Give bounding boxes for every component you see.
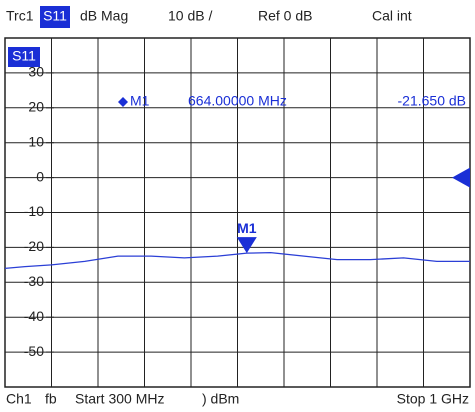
y-tick-label: 30 <box>28 64 44 80</box>
y-tick-label: -10 <box>24 203 44 219</box>
marker-label: M1 <box>237 220 257 236</box>
trace-label-box <box>8 47 40 67</box>
ref: Ref 0 dB <box>258 8 312 24</box>
y-tick-label: -50 <box>24 343 44 359</box>
mode: fb <box>45 391 57 407</box>
param: S11 <box>43 8 67 24</box>
format: dB Mag <box>80 8 128 24</box>
channel: Ch1 <box>6 391 32 407</box>
cal: Cal int <box>372 8 412 24</box>
marker-legend-name: M1 <box>130 93 150 109</box>
y-tick-label: -30 <box>24 273 44 289</box>
marker-legend-y: -21.650 dB <box>398 93 467 109</box>
y-tick-label: -20 <box>24 238 44 254</box>
y-tick-label: 0 <box>36 168 44 184</box>
marker-triangle <box>236 237 257 254</box>
marker-legend-x: 664.00000 MHz <box>188 93 287 109</box>
y-tick-label: 10 <box>28 133 44 149</box>
stop: Stop 1 GHz <box>397 391 469 407</box>
trace-label: S11 <box>12 48 36 64</box>
start: Start 300 MHz <box>75 391 164 407</box>
trace-name: Trc1 <box>6 8 34 24</box>
y-tick-label: 20 <box>28 99 44 115</box>
y-tick-label: -40 <box>24 308 44 324</box>
ref-arrow <box>452 167 470 188</box>
power: ) dBm <box>202 391 239 407</box>
trace <box>4 251 470 269</box>
param-box <box>40 6 70 28</box>
marker-legend-diamond <box>118 97 128 107</box>
scale: 10 dB / <box>168 8 212 24</box>
